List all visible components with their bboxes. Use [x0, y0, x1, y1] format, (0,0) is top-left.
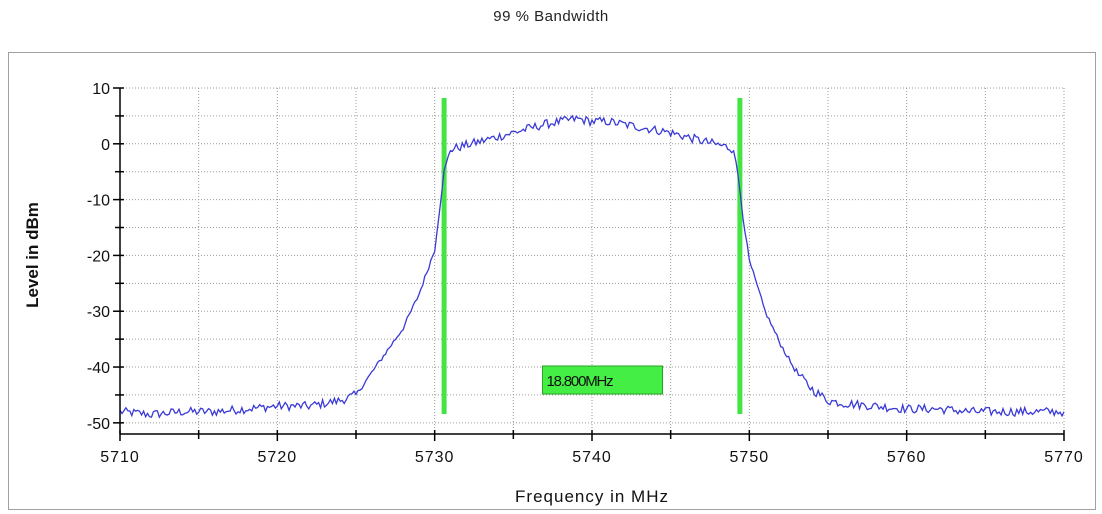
axis-layer: 10 0 -10 -20 -30 -40 -50 5710 5720 5730 5740 5750 57… [87, 81, 1084, 466]
marker-layer [441, 98, 743, 414]
chart-frame [8, 52, 1096, 510]
x-tick-label: 5750 [730, 449, 770, 466]
x-tick-label: 5760 [887, 449, 927, 466]
y-tick-label: -30 [87, 304, 110, 321]
y-tick-label: -20 [87, 248, 110, 265]
chart-title: 99 % Bandwidth [493, 8, 609, 25]
x-tick-label: 5720 [258, 449, 298, 466]
trace-layer [119, 114, 1065, 419]
bandwidth-annotation-label: 18.800MHz [547, 373, 614, 390]
x-axis-label: Frequency in MHz [515, 487, 669, 506]
x-tick-label: 5710 [100, 449, 140, 466]
y-tick-label: 10 [92, 81, 110, 98]
x-tick-label: 5740 [572, 449, 612, 466]
y-tick-label: -10 [87, 193, 110, 210]
y-tick-label: 0 [101, 137, 110, 154]
y-axis-label: Level in dBm [23, 202, 42, 308]
x-tick-label: 5770 [1044, 449, 1084, 466]
y-tick-label: -40 [87, 360, 110, 377]
y-tick-label: -50 [87, 416, 110, 433]
spectrum-trace [119, 114, 1065, 419]
x-tick-label: 5730 [415, 449, 455, 466]
annotation-layer: 18.800MHz [542, 365, 664, 395]
bandwidth-annotation-box [542, 365, 664, 395]
